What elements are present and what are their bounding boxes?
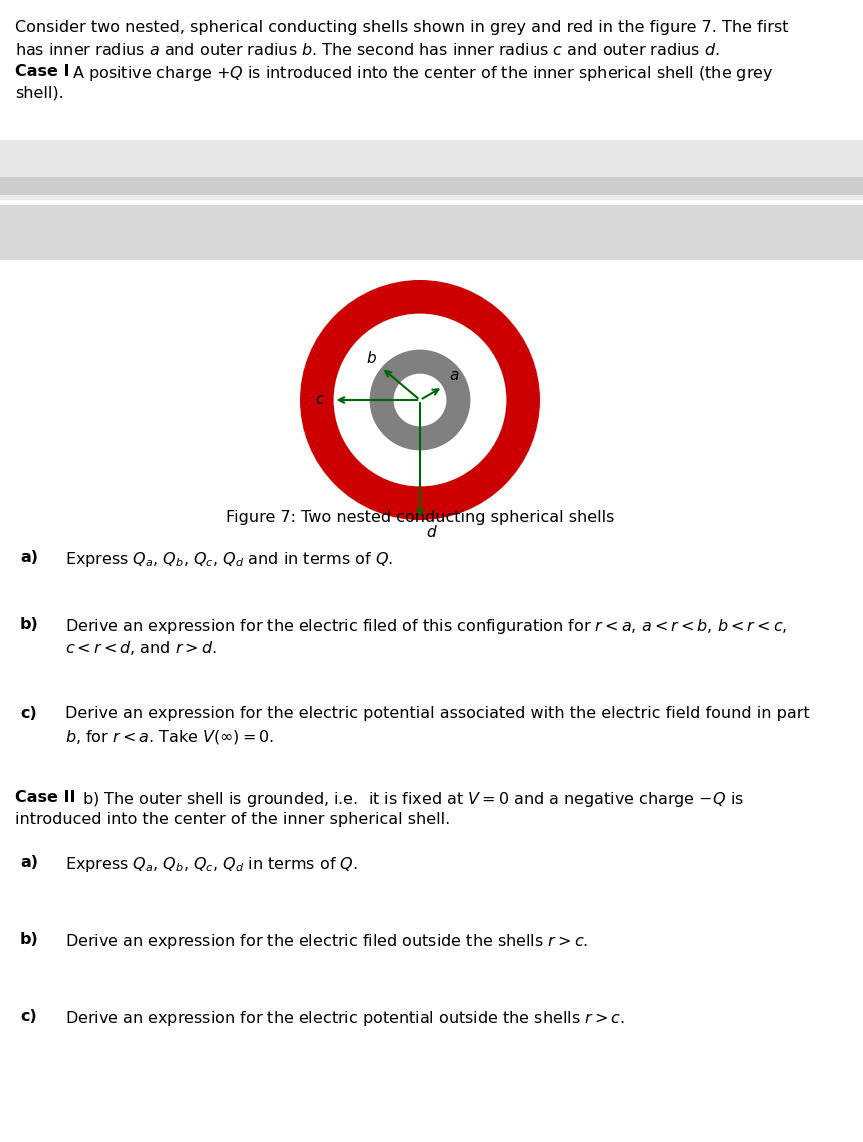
Text: $c$: $c$ — [316, 393, 325, 408]
Text: Derive an expression for the electric potential outside the shells $r > c$.: Derive an expression for the electric po… — [65, 1010, 625, 1028]
Bar — [0, 177, 863, 195]
Text: Derive an expression for the electric filed outside the shells $r > c$.: Derive an expression for the electric fi… — [65, 932, 589, 951]
Text: b) The outer shell is grounded, i.e.  it is fixed at $V = 0$ and a negative char: b) The outer shell is grounded, i.e. it … — [77, 790, 744, 809]
Text: introduced into the center of the inner spherical shell.: introduced into the center of the inner … — [15, 812, 450, 827]
Circle shape — [334, 314, 507, 486]
Text: Express $Q_a$, $Q_b$, $Q_c$, $Q_d$ and in terms of $Q$.: Express $Q_a$, $Q_b$, $Q_c$, $Q_d$ and i… — [65, 550, 393, 569]
Text: $b$, for $r < a$. Take $V(\infty) = 0$.: $b$, for $r < a$. Take $V(\infty) = 0$. — [65, 727, 274, 746]
Text: Express $Q_a$, $Q_b$, $Q_c$, $Q_d$ in terms of $Q$.: Express $Q_a$, $Q_b$, $Q_c$, $Q_d$ in te… — [65, 855, 358, 874]
Text: $d$: $d$ — [426, 524, 438, 540]
Text: c): c) — [20, 1010, 37, 1024]
Text: a): a) — [20, 550, 38, 565]
Text: Derive an expression for the electric filed of this configuration for $r < a$, $: Derive an expression for the electric fi… — [65, 617, 787, 636]
Text: $a$: $a$ — [449, 368, 459, 383]
Text: A positive charge $+Q$ is introduced into the center of the inner spherical shel: A positive charge $+Q$ is introduced int… — [67, 64, 773, 83]
Bar — [0, 206, 863, 260]
Text: a): a) — [20, 855, 38, 870]
Text: c): c) — [20, 706, 37, 721]
Text: Consider two nested, spherical conducting shells shown in grey and red in the fi: Consider two nested, spherical conductin… — [15, 21, 789, 35]
Text: $c < r < d$, and $r > d$.: $c < r < d$, and $r > d$. — [65, 640, 217, 657]
Circle shape — [394, 373, 446, 426]
Text: Case I: Case I — [15, 64, 70, 79]
Text: $b$: $b$ — [367, 349, 377, 365]
Bar — [0, 140, 863, 200]
Text: b): b) — [20, 617, 39, 632]
Circle shape — [300, 280, 540, 520]
Text: shell).: shell). — [15, 86, 64, 100]
Text: Figure 7: Two nested conducting spherical shells: Figure 7: Two nested conducting spherica… — [226, 510, 614, 525]
Text: has inner radius $a$ and outer radius $b$. The second has inner radius $c$ and o: has inner radius $a$ and outer radius $b… — [15, 42, 720, 58]
Text: b): b) — [20, 932, 39, 947]
Text: Case II: Case II — [15, 790, 75, 805]
Text: Derive an expression for the electric potential associated with the electric fie: Derive an expression for the electric po… — [65, 706, 809, 721]
Circle shape — [369, 349, 470, 450]
